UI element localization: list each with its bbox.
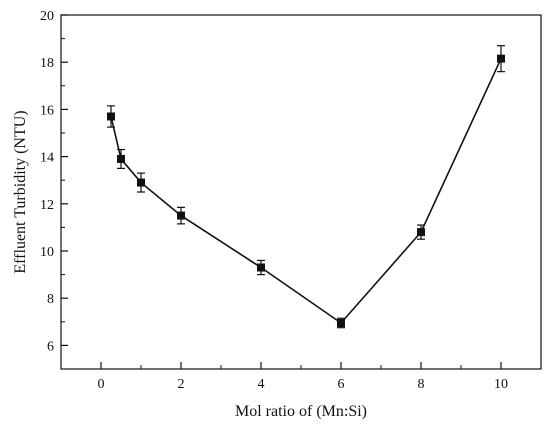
y-tick-label-12: 12 bbox=[40, 198, 54, 213]
x-tick-label-2: 2 bbox=[178, 377, 185, 392]
x-axis-label: Mol ratio of (Mn:Si) bbox=[235, 403, 367, 420]
data-point-6 bbox=[417, 228, 425, 237]
data-point-5 bbox=[337, 318, 345, 327]
y-tick-label-16: 16 bbox=[40, 103, 54, 118]
x-tick-label-6: 6 bbox=[338, 377, 345, 392]
plot-frame bbox=[60, 14, 542, 370]
y-tick-label-18: 18 bbox=[40, 56, 54, 71]
data-point-4 bbox=[257, 263, 265, 272]
y-tick-label-10: 10 bbox=[40, 245, 54, 260]
x-tick-label-8: 8 bbox=[418, 377, 425, 392]
data-point-3 bbox=[177, 211, 185, 220]
x-tick-label-0: 0 bbox=[98, 377, 105, 392]
x-tick-label-10: 10 bbox=[494, 377, 508, 392]
x-tick-label-4: 4 bbox=[258, 377, 265, 392]
y-tick-label-20: 20 bbox=[40, 9, 54, 24]
data-point-1 bbox=[117, 154, 125, 163]
y-tick-label-14: 14 bbox=[40, 151, 54, 166]
data-point-7 bbox=[497, 54, 505, 63]
series-line bbox=[110, 58, 502, 325]
axes-layer: 0 2 4 6 8 10 6 8 10 12 14 16 18 20 bbox=[40, 9, 542, 392]
data-point-0 bbox=[107, 112, 115, 121]
y-tick-label-8: 8 bbox=[47, 292, 54, 307]
data-layer bbox=[107, 45, 505, 329]
data-point-2 bbox=[137, 178, 145, 187]
y-axis-label: Effluent Turbidity (NTU) bbox=[12, 110, 29, 273]
y-tick-label-6: 6 bbox=[47, 339, 54, 354]
